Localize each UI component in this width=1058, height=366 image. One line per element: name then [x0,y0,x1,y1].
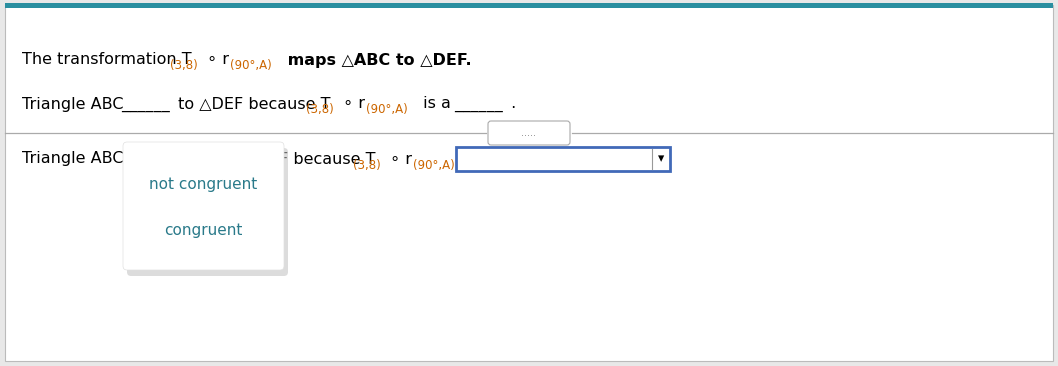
FancyBboxPatch shape [127,148,288,276]
FancyBboxPatch shape [5,3,1053,8]
Text: Triangle ABC: Triangle ABC [22,97,124,112]
Text: is: is [466,152,482,167]
Text: (90°,A): (90°,A) [230,60,272,72]
Text: ∘ r: ∘ r [338,97,365,112]
FancyBboxPatch shape [5,5,1053,361]
FancyBboxPatch shape [123,142,284,270]
Text: ______: ______ [454,97,503,112]
FancyBboxPatch shape [456,147,670,171]
Text: (3,8): (3,8) [170,60,198,72]
Text: (90°,A): (90°,A) [413,158,455,172]
Text: congruent: congruent [164,223,242,238]
Text: (3,8): (3,8) [306,104,333,116]
Text: to △DEF because T: to △DEF because T [218,152,376,167]
Text: not congruent: not congruent [149,177,258,192]
Text: The transformation T: The transformation T [22,52,191,67]
Text: Triangle ABC is: Triangle ABC is [22,152,142,167]
Text: .: . [506,97,516,112]
Text: ∘ r: ∘ r [385,152,412,167]
Text: maps △ABC to △DEF.: maps △ABC to △DEF. [282,52,472,67]
Text: .....: ..... [522,128,536,138]
Text: ∘ r: ∘ r [202,52,229,67]
Text: to △DEF because T: to △DEF because T [174,97,330,112]
Text: is a: is a [418,97,451,112]
Text: ▾: ▾ [658,153,664,165]
FancyBboxPatch shape [127,147,212,171]
Text: ______: ______ [121,97,169,112]
Text: (90°,A): (90°,A) [366,104,407,116]
FancyBboxPatch shape [488,121,570,145]
Text: (3,8): (3,8) [353,158,381,172]
Text: ▾: ▾ [200,153,206,165]
